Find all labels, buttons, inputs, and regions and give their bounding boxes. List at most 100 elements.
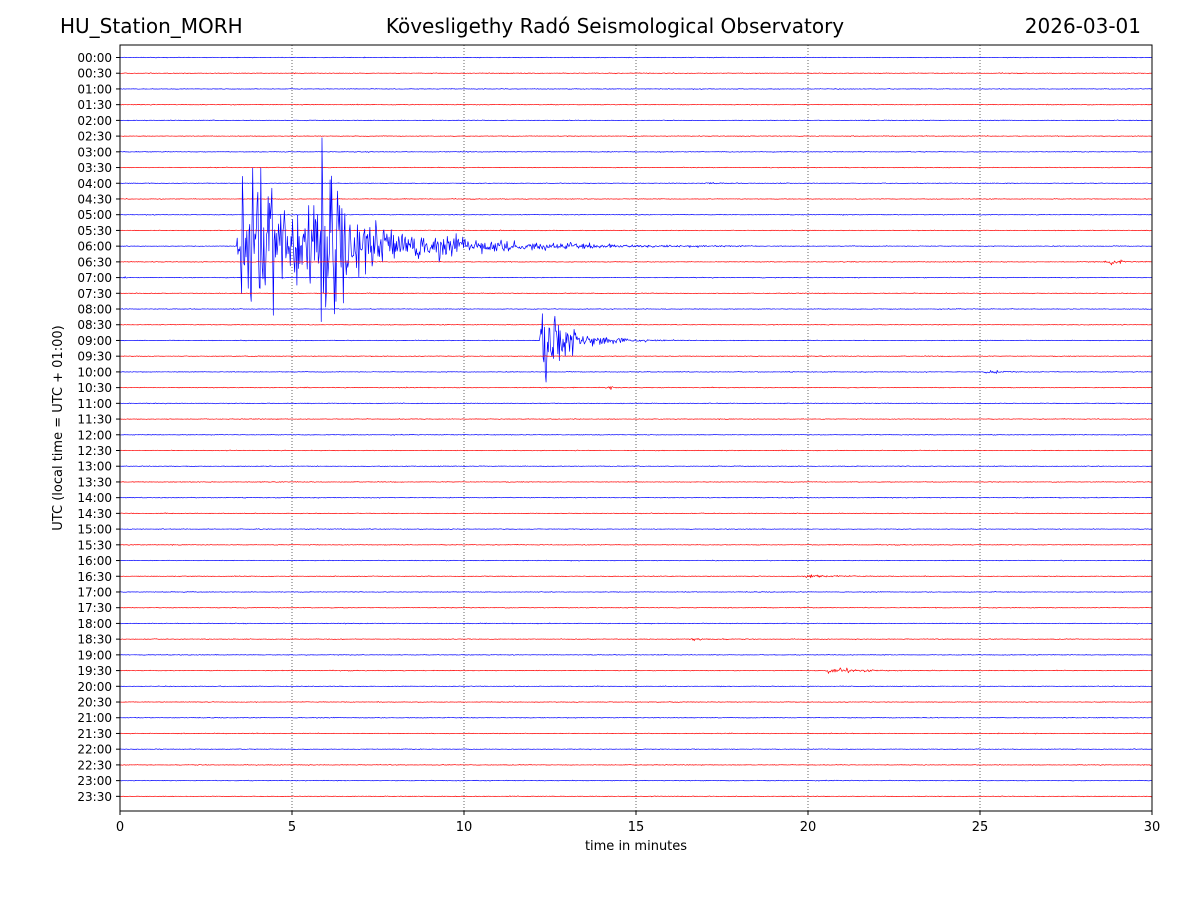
trace-2230 [119, 764, 1153, 766]
trace-1900 [119, 653, 1153, 656]
y-tick-label: 18:30 [77, 633, 112, 647]
trace-0330 [119, 166, 1152, 169]
y-tick-label: 22:00 [77, 743, 112, 757]
trace-0200 [119, 119, 1153, 122]
grid-lines [291, 45, 981, 811]
y-tick-label: 19:30 [77, 664, 112, 678]
trace-0100 [119, 88, 1153, 90]
y-tick-label: 10:30 [77, 381, 112, 395]
chart-title: Kövesligethy Radó Seismological Observat… [385, 14, 845, 38]
y-tick-label: 18:00 [77, 617, 112, 631]
y-tick-label: 20:30 [77, 696, 112, 710]
y-tick-label: 01:00 [77, 82, 112, 96]
x-tick-label: 25 [972, 820, 989, 835]
y-tick-label: 00:30 [77, 67, 112, 81]
y-tick-label: 13:30 [77, 475, 112, 489]
x-tick-label: 0 [116, 820, 124, 835]
x-tick-label: 30 [1144, 820, 1161, 835]
y-tick-label: 09:00 [77, 334, 112, 348]
y-tick-label: 12:00 [77, 428, 112, 442]
trace-0930 [119, 355, 1153, 358]
trace-0500 [119, 213, 1153, 216]
trace-2130 [119, 732, 1153, 735]
x-tick-label: 15 [628, 820, 645, 835]
y-tick-label: 07:00 [77, 271, 112, 285]
trace-1330 [119, 481, 1153, 483]
x-tick-label: 10 [456, 820, 473, 835]
y-tick-label: 03:00 [77, 145, 112, 159]
trace-2200 [119, 748, 1153, 751]
y-tick-label: 14:00 [77, 491, 112, 505]
y-tick-label: 19:00 [77, 648, 112, 662]
y-tick-label: 20:00 [77, 680, 112, 694]
y-tick-label: 04:00 [77, 177, 112, 191]
y-tick-label: 17:00 [77, 585, 112, 599]
trace-1000 [119, 370, 1153, 374]
y-tick-label: 09:30 [77, 350, 112, 364]
trace-0730 [119, 292, 1153, 295]
y-tick-label: 23:30 [77, 790, 112, 804]
y-tick-label: 00:00 [77, 51, 112, 65]
trace-1230 [119, 449, 1153, 452]
trace-0800 [119, 308, 1153, 310]
y-tick-label: 21:00 [77, 711, 112, 725]
trace-0000 [119, 56, 1153, 59]
y-tick-label: 02:30 [77, 130, 112, 144]
station-name: HU_Station_MORH [60, 14, 243, 38]
y-tick-label: 03:30 [77, 161, 112, 175]
x-axis: 0 5 10 15 20 25 30 [116, 811, 1160, 835]
y-tick-label: 02:00 [77, 114, 112, 128]
trace-0400 [119, 182, 1153, 185]
trace-0630 [119, 259, 1152, 266]
trace-1030 [119, 386, 1153, 390]
y-tick-label: 14:30 [77, 507, 112, 521]
y-tick-label: 06:00 [77, 240, 112, 254]
trace-0130 [119, 103, 1153, 106]
y-tick-label: 21:30 [77, 727, 112, 741]
trace-1300 [119, 465, 1153, 468]
trace-1630 [119, 574, 1153, 579]
trace-0430 [119, 198, 1153, 200]
trace-2000 [119, 685, 1153, 688]
y-tick-label: 16:30 [77, 570, 112, 584]
trace-1100 [119, 402, 1153, 405]
y-tick-label: 04:30 [77, 192, 112, 206]
trace-1530 [119, 543, 1153, 546]
trace-1600 [119, 559, 1153, 562]
trace-1130 [119, 418, 1153, 420]
trace-1430 [119, 512, 1153, 515]
trace-1700 [119, 591, 1153, 593]
trace-0300 [119, 150, 1153, 153]
x-axis-label: time in minutes [585, 839, 687, 854]
y-tick-label: 11:30 [77, 413, 112, 427]
y-tick-label: 07:30 [77, 287, 112, 301]
trace-2030 [119, 701, 1153, 703]
trace-1930 [119, 667, 1153, 674]
y-tick-label: 05:00 [77, 208, 112, 222]
trace-0830 [119, 323, 1153, 326]
trace-1400 [119, 496, 1153, 499]
y-tick-label: 08:00 [77, 303, 112, 317]
trace-0230 [119, 135, 1153, 137]
y-tick-label: 15:00 [77, 523, 112, 537]
chart-date: 2026-03-01 [1024, 14, 1141, 38]
y-tick-label: 11:00 [77, 397, 112, 411]
trace-2330 [119, 795, 1153, 798]
y-tick-label: 13:00 [77, 460, 112, 474]
y-tick-label: 17:30 [77, 601, 112, 615]
trace-layer [119, 56, 1153, 798]
y-tick-label: 05:30 [77, 224, 112, 238]
trace-2100 [119, 716, 1153, 719]
trace-0700 [119, 276, 1153, 279]
y-tick-label: 06:30 [77, 255, 112, 269]
trace-2300 [119, 779, 1153, 782]
trace-1200 [119, 433, 1153, 436]
y-tick-label: 12:30 [77, 444, 112, 458]
trace-1800 [119, 622, 1153, 625]
x-tick-label: 5 [288, 820, 296, 835]
trace-0600 [119, 137, 1153, 323]
trace-0030 [119, 72, 1153, 75]
trace-1830 [119, 637, 1153, 642]
